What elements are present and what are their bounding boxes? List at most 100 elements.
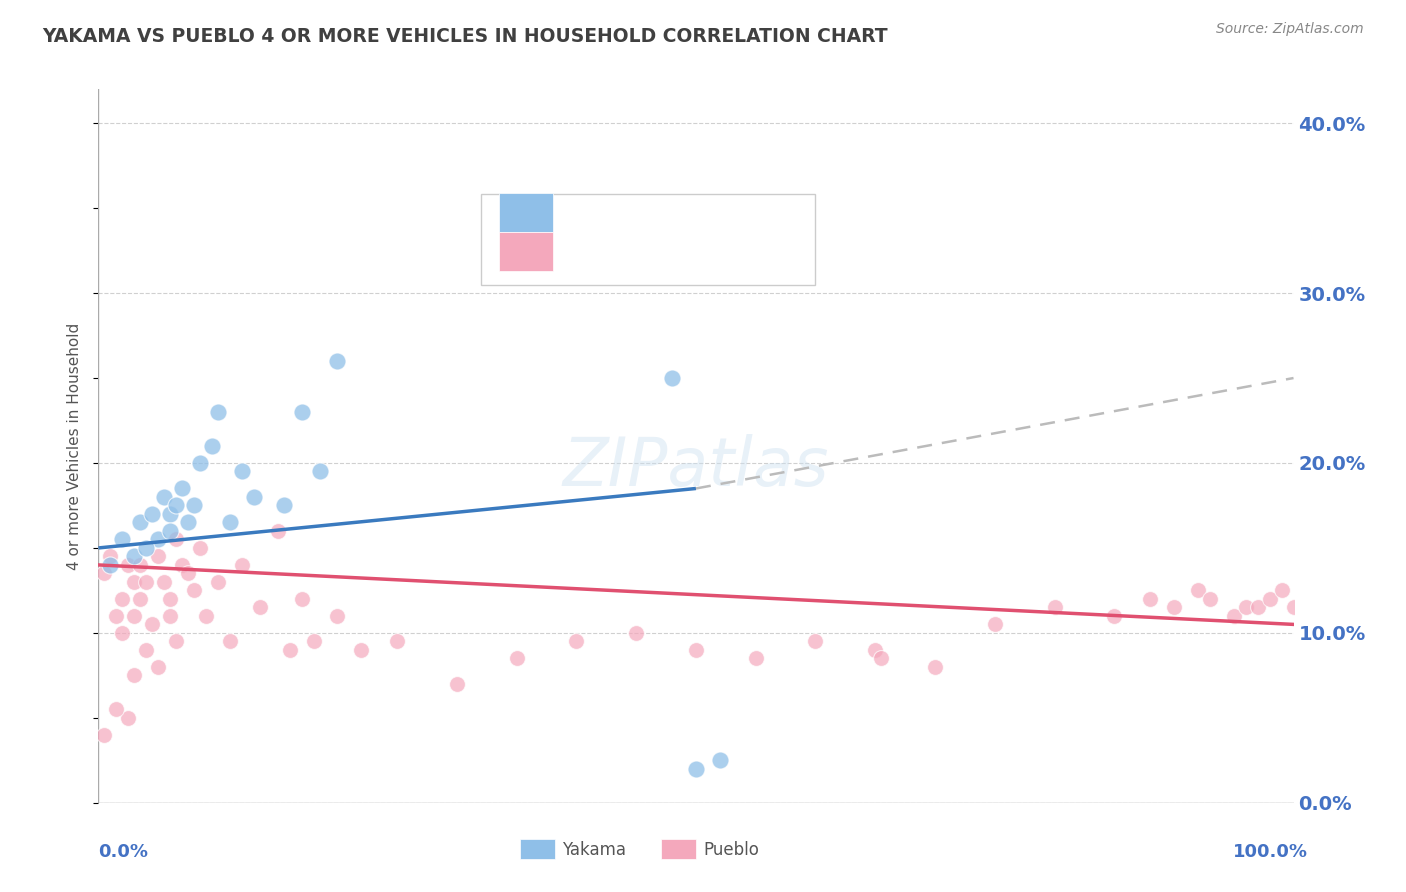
Point [159,591,181,606]
Point [129,516,152,530]
Point [278,643,301,657]
Point [1282,600,1305,615]
Point [111,591,134,606]
Text: R =  0.188: R = 0.188 [565,202,669,219]
Point [207,405,229,419]
Point [804,634,827,648]
Text: Yakama: Yakama [562,841,627,859]
Point [231,465,253,479]
Point [183,583,205,598]
Point [159,507,181,521]
Point [1247,600,1270,615]
Point [207,574,229,589]
Point [188,456,211,470]
Point [1043,600,1066,615]
Point [1104,608,1126,623]
Point [172,558,194,572]
Point [1163,600,1185,615]
Point [1223,608,1246,623]
Point [117,711,139,725]
Point [243,490,266,504]
Point [273,499,295,513]
Point [291,591,314,606]
Point [153,490,176,504]
Point [117,558,139,572]
Point [124,608,146,623]
Point [93,566,115,581]
Point [565,634,588,648]
Text: Source: ZipAtlas.com: Source: ZipAtlas.com [1216,22,1364,37]
Point [195,608,218,623]
Point [1234,600,1257,615]
Point [135,643,157,657]
Text: 0.0%: 0.0% [98,843,149,861]
Point [219,516,242,530]
Point [1271,583,1294,598]
Point [135,574,157,589]
Y-axis label: 4 or more Vehicles in Household: 4 or more Vehicles in Household [67,322,83,570]
Text: YAKAMA VS PUEBLO 4 OR MORE VEHICLES IN HOUSEHOLD CORRELATION CHART: YAKAMA VS PUEBLO 4 OR MORE VEHICLES IN H… [42,27,887,45]
Point [385,634,409,648]
Point [159,524,181,538]
Point [1199,591,1222,606]
Point [231,558,253,572]
Text: Pueblo: Pueblo [703,841,759,859]
Point [141,507,163,521]
Point [865,643,887,657]
Point [98,549,122,564]
Point [98,558,122,572]
Point [1139,591,1161,606]
Point [350,643,373,657]
Point [177,516,200,530]
Point [124,668,146,682]
Point [129,591,152,606]
Point [870,651,893,665]
Point [308,465,330,479]
Text: 100.0%: 100.0% [1233,843,1308,861]
Point [709,753,731,767]
Point [129,558,152,572]
Point [201,439,224,453]
Point [148,660,170,674]
Point [249,600,271,615]
Point [135,541,157,555]
Point [105,608,128,623]
Point [124,574,146,589]
Point [1187,583,1209,598]
Point [141,617,163,632]
FancyBboxPatch shape [481,194,815,285]
Point [111,626,134,640]
Text: N = 63: N = 63 [685,243,752,260]
Point [326,354,349,368]
Point [745,651,768,665]
Point [159,608,181,623]
Point [93,728,115,742]
Point [984,617,1007,632]
Text: R = -0.188: R = -0.188 [565,243,671,260]
FancyBboxPatch shape [499,193,553,232]
Point [177,566,200,581]
Point [685,643,707,657]
Point [219,634,242,648]
Point [685,762,707,776]
Point [267,524,290,538]
Point [326,608,349,623]
Point [506,651,529,665]
Point [924,660,946,674]
Text: ZIPatlas: ZIPatlas [562,434,830,500]
Point [165,533,187,547]
Point [111,533,134,547]
Point [302,634,325,648]
Point [165,499,187,513]
Point [188,541,211,555]
Point [105,702,128,716]
Point [165,634,187,648]
Point [1258,591,1281,606]
Point [172,482,194,496]
Point [291,405,314,419]
Point [446,677,468,691]
Point [148,533,170,547]
Point [183,499,205,513]
Point [153,574,176,589]
FancyBboxPatch shape [499,232,553,271]
